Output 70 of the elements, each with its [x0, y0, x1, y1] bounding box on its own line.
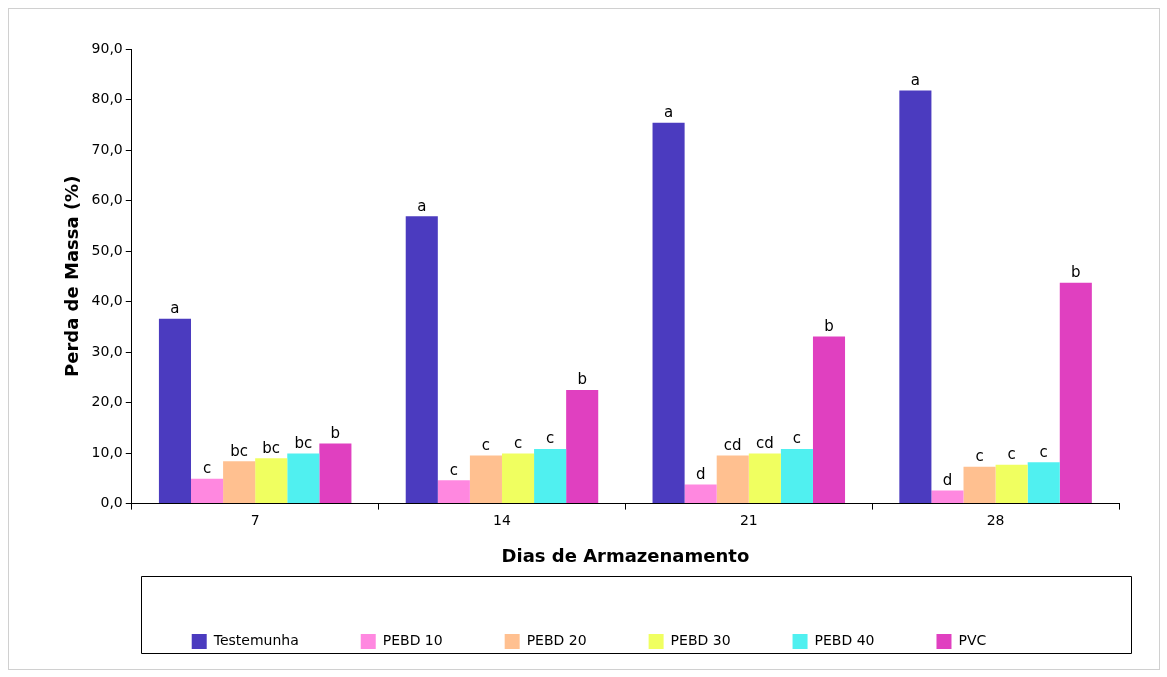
y-tick-label: 20,0	[91, 393, 123, 410]
y-tick-label: 60,0	[91, 191, 123, 208]
bar	[963, 466, 996, 504]
x-tick-label: 28	[986, 511, 1005, 528]
y-tick-label: 10,0	[91, 443, 123, 460]
y-tick-label: 90,0	[91, 39, 123, 56]
bar	[437, 480, 470, 504]
bar	[899, 90, 932, 504]
data-label: b	[330, 423, 341, 442]
data-label: a	[663, 103, 674, 122]
data-label: c	[1039, 442, 1048, 461]
legend-label: PEBD 30	[670, 632, 731, 649]
data-label: d	[695, 464, 706, 483]
data-label: c	[513, 433, 523, 452]
bar	[501, 453, 535, 504]
bar	[780, 449, 813, 504]
bar	[1027, 462, 1060, 504]
data-label: c	[545, 429, 555, 448]
bar	[812, 336, 846, 504]
x-axis-title: Dias de Armazenamento	[501, 544, 750, 566]
data-label: cd	[755, 433, 774, 452]
bar	[158, 318, 192, 504]
legend-label: PVC	[958, 632, 987, 649]
data-label: bc	[230, 441, 249, 460]
bar	[748, 453, 781, 504]
bar	[191, 478, 224, 504]
bar	[566, 389, 599, 504]
data-label: c	[792, 429, 802, 448]
data-label: d	[942, 470, 953, 489]
data-label: a	[910, 70, 920, 89]
x-tick-label: 7	[250, 511, 260, 528]
data-label: bc	[294, 433, 313, 452]
bar	[223, 461, 256, 504]
data-label: b	[824, 316, 834, 335]
bar	[684, 484, 717, 504]
data-label: a	[417, 196, 427, 215]
data-label: c	[975, 447, 984, 466]
bar	[405, 216, 438, 504]
y-tick-label: 0,0	[100, 494, 123, 511]
y-tick-label: 80,0	[91, 90, 123, 107]
data-label: c	[449, 460, 458, 479]
data-label: c	[1007, 445, 1016, 464]
bar	[652, 122, 685, 504]
y-tick-label: 40,0	[91, 292, 123, 309]
bar	[1059, 282, 1092, 504]
legend-label: Testemunha	[212, 632, 299, 649]
legend-label: PEBD 40	[814, 632, 875, 649]
legend-label: PEBD 20	[526, 632, 587, 649]
y-tick-label: 50,0	[91, 241, 123, 258]
bar	[469, 455, 502, 504]
data-label: a	[170, 299, 180, 318]
data-label: bc	[262, 438, 281, 457]
bar	[287, 453, 320, 504]
bar	[995, 464, 1028, 504]
data-label: c	[202, 459, 212, 478]
y-axis-title: Perda de Massa (%)	[61, 175, 83, 377]
bar	[319, 443, 352, 504]
x-tick-label: 21	[739, 511, 758, 528]
legend-label: PEBD 10	[382, 632, 443, 649]
data-label: b	[1071, 263, 1081, 282]
data-label: b	[577, 370, 587, 389]
bar	[534, 449, 567, 504]
y-tick-label: 70,0	[91, 140, 123, 157]
data-label: c	[481, 436, 491, 455]
data-label: cd	[723, 436, 742, 455]
y-tick-label: 30,0	[91, 342, 123, 359]
x-tick-label: 14	[493, 511, 511, 528]
bar	[716, 455, 749, 504]
bar	[255, 458, 288, 504]
bar	[931, 490, 964, 504]
